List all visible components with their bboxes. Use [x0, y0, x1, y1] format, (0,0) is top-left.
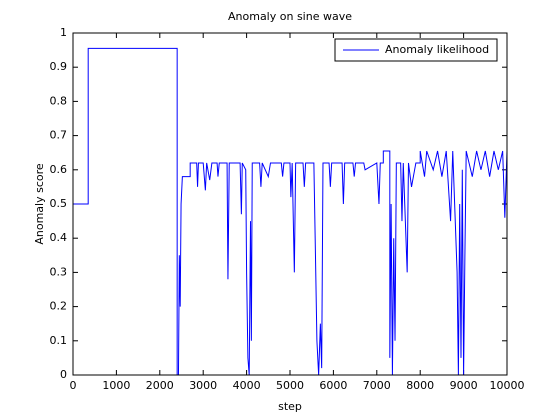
x-axis-label: step — [278, 400, 302, 413]
y-tick-label: 0.6 — [50, 163, 68, 176]
y-tick-label: 0.4 — [50, 231, 68, 244]
y-tick-label: 0.3 — [50, 265, 68, 278]
x-tick-label: 9000 — [450, 379, 478, 392]
x-tick-label: 1000 — [102, 379, 130, 392]
x-tick-label: 5000 — [276, 379, 304, 392]
x-tick-label: 10000 — [490, 379, 525, 392]
legend: Anomaly likelihood — [334, 38, 498, 62]
y-tick-label: 0.7 — [50, 129, 68, 142]
x-tick-label: 4000 — [233, 379, 261, 392]
legend-label: Anomaly likelihood — [385, 43, 489, 56]
axes-box — [72, 32, 508, 376]
x-tick-label: 2000 — [146, 379, 174, 392]
y-tick-label: 0.5 — [50, 197, 68, 210]
x-tick-label: 3000 — [189, 379, 217, 392]
legend-box — [334, 38, 498, 62]
y-tick-label: 1 — [60, 26, 67, 39]
x-tick-label: 0 — [70, 379, 77, 392]
y-tick-label: 0.8 — [50, 94, 68, 107]
x-tick-label: 8000 — [406, 379, 434, 392]
y-axis-label: Anomaly score — [33, 163, 46, 245]
y-tick-label: 0.1 — [50, 334, 68, 347]
y-tick-label: 0 — [60, 368, 67, 381]
chart-title: Anomaly on sine wave — [228, 10, 352, 23]
y-tick-label: 0.2 — [50, 300, 68, 313]
x-tick-label: 6000 — [319, 379, 347, 392]
data-line — [73, 47, 508, 376]
x-tick-label: 7000 — [363, 379, 391, 392]
y-tick-label: 0.9 — [50, 60, 68, 73]
